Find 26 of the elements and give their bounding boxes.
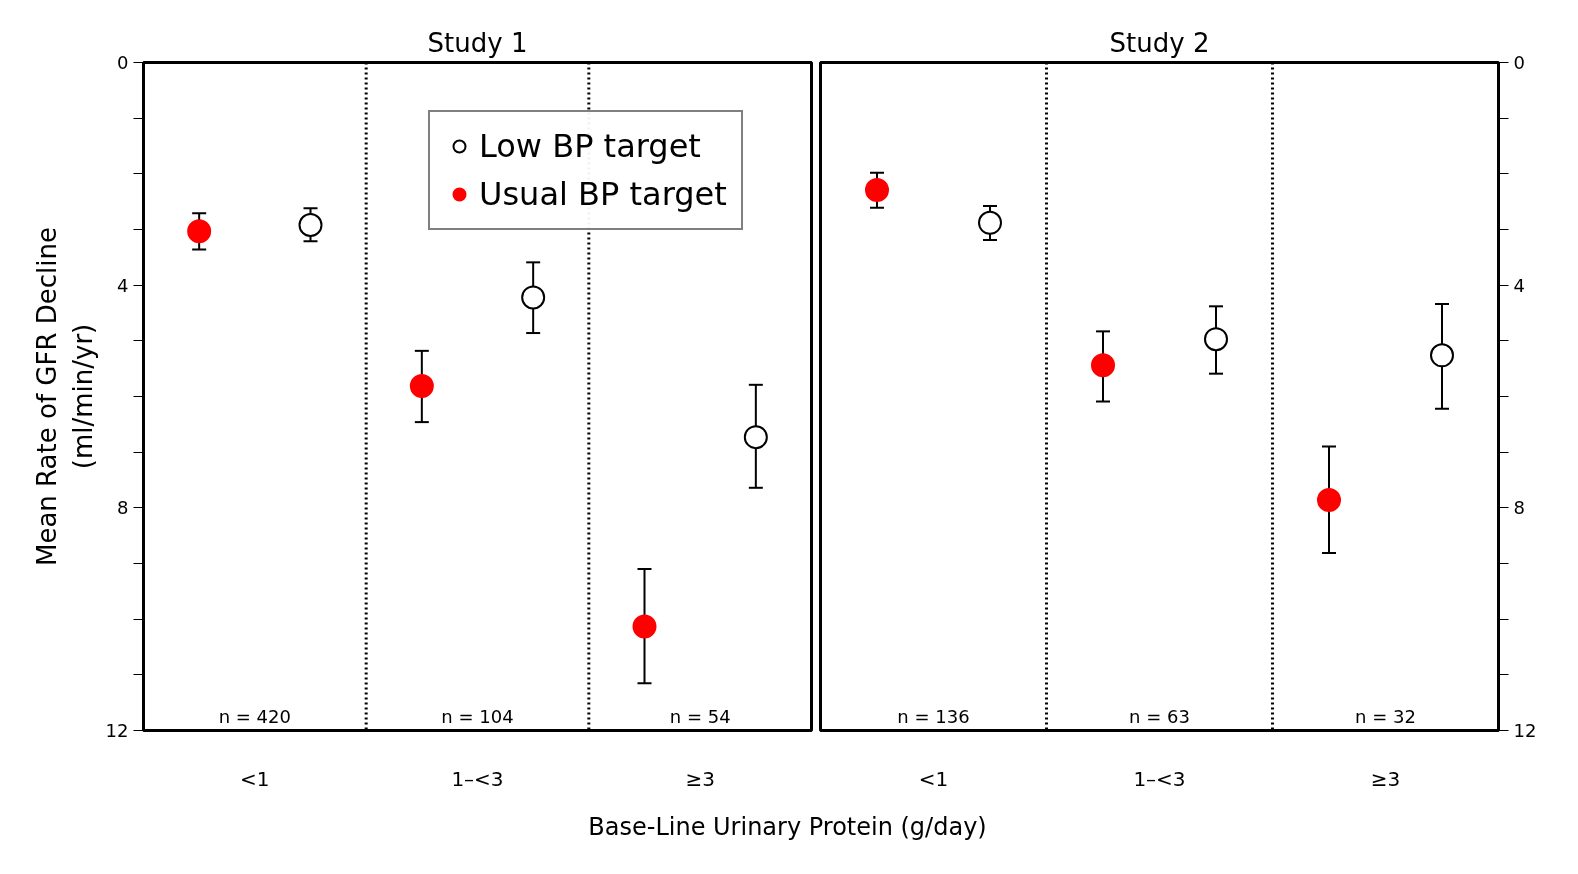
annotation: n = 420 xyxy=(218,705,291,727)
y-tick-label: 0 xyxy=(117,52,129,73)
x-axis-title: Base-Line Urinary Protein (g/day) xyxy=(588,812,987,843)
x-tick-label: ≥3 xyxy=(685,766,715,791)
x-tick-label: 1–<3 xyxy=(451,766,504,791)
y-tick-label: 4 xyxy=(1513,274,1525,296)
y-tick-label: 8 xyxy=(117,497,129,519)
annotation: n = 32 xyxy=(1355,705,1416,727)
annotation: n = 54 xyxy=(669,705,731,727)
annotation: n = 104 xyxy=(441,705,514,727)
x-tick-label: <1 xyxy=(918,766,949,791)
y-tick-label: 12 xyxy=(1513,720,1537,741)
x-tick-label: 1–<3 xyxy=(1133,766,1186,791)
y-tick-label: 4 xyxy=(117,274,129,296)
y-tick-label: 8 xyxy=(1513,497,1525,519)
legend-label: Usual BP target xyxy=(479,175,727,213)
chart-title: Study 1 xyxy=(427,27,528,58)
legend-label: Low BP target xyxy=(479,127,701,165)
y-axis-title: Mean Rate of GFR Decline (ml/min/yr) xyxy=(31,227,98,566)
y-tick-label: 0 xyxy=(1513,52,1525,73)
chart-title: Study 2 xyxy=(1109,27,1210,58)
annotation: n = 63 xyxy=(1129,705,1190,727)
x-tick-label: <1 xyxy=(240,766,270,791)
x-tick-label: ≥3 xyxy=(1370,766,1401,791)
annotation: n = 136 xyxy=(897,705,970,727)
y-tick-label: 12 xyxy=(105,720,129,741)
